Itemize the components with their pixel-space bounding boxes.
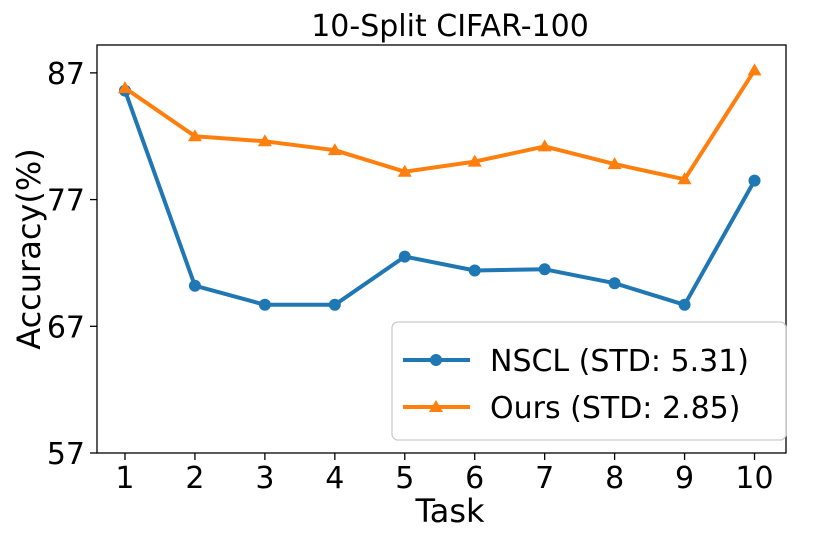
data-point-nscl <box>748 174 761 187</box>
x-tick-label: 3 <box>255 461 274 496</box>
series-line-ours <box>123 69 757 182</box>
data-point-ours <box>397 164 412 177</box>
series-nscl <box>118 84 761 311</box>
x-tick-label: 1 <box>115 461 134 496</box>
legend: NSCL (STD: 5.31) Ours (STD: 2.85) <box>391 321 787 441</box>
data-point-ours <box>257 134 272 147</box>
y-tick-label: 87 <box>47 57 85 92</box>
data-point-nscl <box>608 277 621 290</box>
x-tick-label: 5 <box>395 461 414 496</box>
legend-marker-ours <box>429 400 443 412</box>
data-point-nscl <box>188 279 201 292</box>
x-tick-label: 2 <box>185 461 204 496</box>
series-layer <box>117 63 762 311</box>
series-ours <box>117 63 762 185</box>
x-axis: 1 2 3 4 5 6 7 8 9 10 <box>115 453 774 496</box>
data-point-ours <box>607 157 622 170</box>
data-point-ours <box>537 139 552 152</box>
data-point-ours <box>467 154 482 167</box>
data-point-ours <box>747 63 762 76</box>
y-axis: 57 67 77 87 <box>47 57 97 472</box>
y-tick-label: 57 <box>47 437 85 472</box>
data-point-ours <box>327 143 342 156</box>
data-point-ours <box>677 172 692 185</box>
x-tick-label: 8 <box>605 461 624 496</box>
data-point-nscl <box>398 250 411 263</box>
data-point-ours <box>187 129 202 142</box>
y-tick-label: 77 <box>47 184 85 219</box>
x-axis-label: Task <box>414 492 485 530</box>
legend-label-ours: Ours (STD: 2.85) <box>490 391 740 426</box>
y-axis-label: Accuracy(%) <box>10 148 48 349</box>
plot-frame <box>96 44 787 454</box>
x-tick-label: 4 <box>325 461 344 496</box>
data-point-nscl <box>258 298 271 311</box>
legend-box <box>391 321 787 441</box>
x-tick-label: 6 <box>465 461 484 496</box>
chart-title: 10-Split CIFAR-100 <box>311 9 589 44</box>
series-line-nscl <box>123 89 757 307</box>
legend-label-nscl: NSCL (STD: 5.31) <box>490 344 749 379</box>
data-point-nscl <box>468 264 481 277</box>
data-point-nscl <box>328 298 341 311</box>
data-point-nscl <box>538 263 551 276</box>
x-tick-label: 10 <box>735 461 773 496</box>
x-tick-label: 9 <box>675 461 694 496</box>
data-point-ours <box>117 81 132 94</box>
legend-marker-nscl <box>430 354 442 366</box>
data-point-nscl <box>678 298 691 311</box>
y-tick-label: 67 <box>47 310 85 345</box>
x-tick-label: 7 <box>535 461 554 496</box>
